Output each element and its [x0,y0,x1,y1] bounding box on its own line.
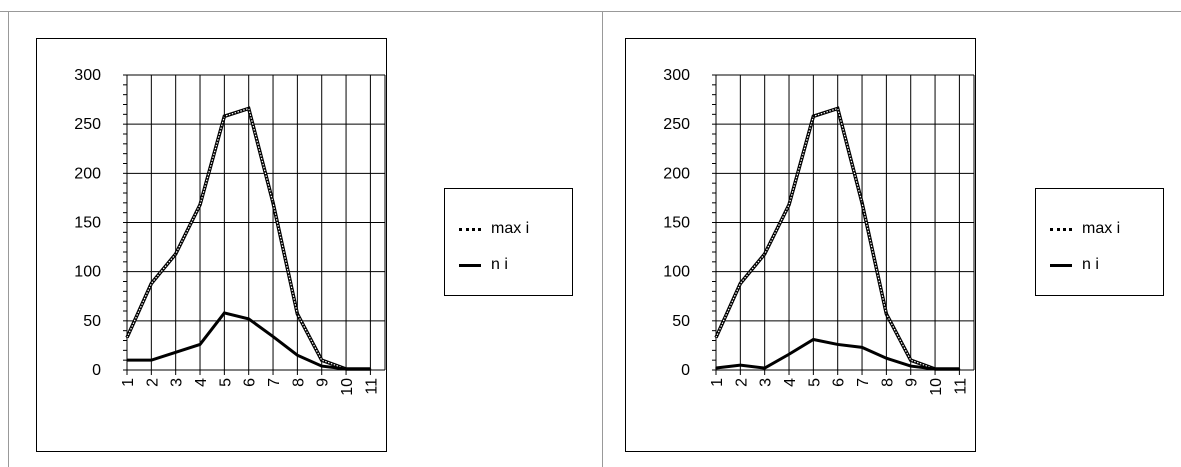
x-tick-label: 4 [782,378,799,387]
legend-right: max i n i [1035,188,1164,296]
y-tick-label: 200 [663,165,690,182]
data-point [885,313,888,315]
data-point [126,336,128,339]
panel-edge [8,12,9,467]
x-tick-label: 3 [169,378,186,387]
legend-label: max i [1082,220,1121,237]
data-point [174,253,177,255]
y-tick-label: 50 [672,313,690,330]
y-tick-label: 100 [663,264,690,281]
y-tick-label: 150 [663,215,690,232]
legend-item-n-i: n i [459,255,508,275]
data-point [739,364,742,366]
y-tick-label: 300 [74,67,101,84]
data-point [715,367,717,369]
data-point [320,359,323,361]
x-tick-label: 4 [193,378,210,387]
data-point [763,367,766,369]
data-point [909,365,912,367]
x-tick-label: 10 [339,378,356,396]
data-point [909,359,912,361]
data-point [739,282,742,285]
legend-item-max-i: max i [1050,219,1120,239]
y-tick-label: 50 [83,313,101,330]
data-point [174,351,177,354]
data-point [296,313,299,315]
x-tick-label: 6 [242,378,259,387]
legend-label: n i [1082,256,1099,273]
data-point [272,335,274,338]
data-point [934,368,936,370]
x-tick-label: 1 [120,378,137,387]
legend-item-n-i: n i [1050,255,1099,275]
data-point [199,343,201,346]
legend-swatch-dotted [1050,227,1072,231]
data-point [763,253,766,255]
x-tick-label: 9 [904,378,921,387]
chart-panel-left: 0 50 100 150 200 250 300 1 2 3 4 5 6 7 8 9 10 11 max i n … [0,11,603,467]
x-tick-label: 2 [733,378,750,387]
chart-panel-right: 0 50 100 150 200 250 300 1 2 3 4 5 6 7 8 9 10 11 max i n … [603,11,1181,467]
x-tick-label: 11 [952,378,969,395]
data-point [223,312,226,314]
y-tick-label: 250 [74,116,101,133]
data-point [296,354,299,357]
x-tick-label: 2 [144,378,161,387]
x-tick-label: 3 [758,378,775,387]
legend-swatch-dotted [459,227,481,231]
x-tick-label: 5 [806,378,823,387]
x-tick-label: 11 [363,378,380,395]
y-tick-label: 250 [663,116,690,133]
y-tick-label: 200 [74,165,101,182]
data-point [788,353,790,356]
legend-swatch-solid [459,263,481,267]
data-point [836,343,839,346]
y-tick-label: 100 [74,264,101,281]
legend-label: n i [491,256,508,273]
data-point [861,346,863,349]
legend-item-max-i: max i [459,219,529,239]
data-point [715,336,717,339]
data-point [320,365,323,367]
data-point [861,202,863,204]
data-point [885,357,888,360]
data-point [812,338,815,341]
data-point [150,282,153,285]
data-point [150,359,153,361]
data-point [369,368,372,370]
legend-swatch-solid [1050,263,1072,267]
data-point [247,318,250,320]
y-tick-label: 0 [681,362,690,379]
data-point [223,115,226,118]
data-point [836,107,839,110]
y-tick-label: 0 [92,362,101,379]
data-point [126,359,128,361]
data-point [199,204,201,206]
y-tick-label: 150 [74,215,101,232]
x-tick-label: 7 [266,378,283,387]
data-point [272,202,274,204]
y-tick-label: 300 [663,67,690,84]
legend-label: max i [491,220,530,237]
x-tick-label: 8 [879,378,896,387]
x-tick-label: 6 [831,378,848,387]
line-chart-left: 0 50 100 150 200 250 300 1 2 3 4 5 6 7 8 9 10 11 [74,67,386,396]
x-tick-label: 8 [290,378,307,387]
plot-area-left: 0 50 100 150 200 250 300 1 2 3 4 5 6 7 8 9 10 11 [36,38,387,452]
legend-left: max i n i [444,188,573,296]
data-point [958,368,961,370]
plot-area-right: 0 50 100 150 200 250 300 1 2 3 4 5 6 7 8 9 10 11 [625,38,976,452]
series-line-max-i-dots [126,107,371,370]
x-tick-label: 5 [217,378,234,387]
x-tick-label: 1 [709,378,726,387]
data-point [247,107,250,110]
x-tick-label: 9 [315,378,332,387]
x-tick-label: 10 [928,378,945,396]
data-point [812,115,815,118]
data-point [788,204,790,206]
line-chart-right: 0 50 100 150 200 250 300 1 2 3 4 5 6 7 8 9 10 11 [663,67,975,396]
series-line-max-i-dots [715,107,960,370]
data-point [345,368,347,370]
x-tick-label: 7 [855,378,872,387]
